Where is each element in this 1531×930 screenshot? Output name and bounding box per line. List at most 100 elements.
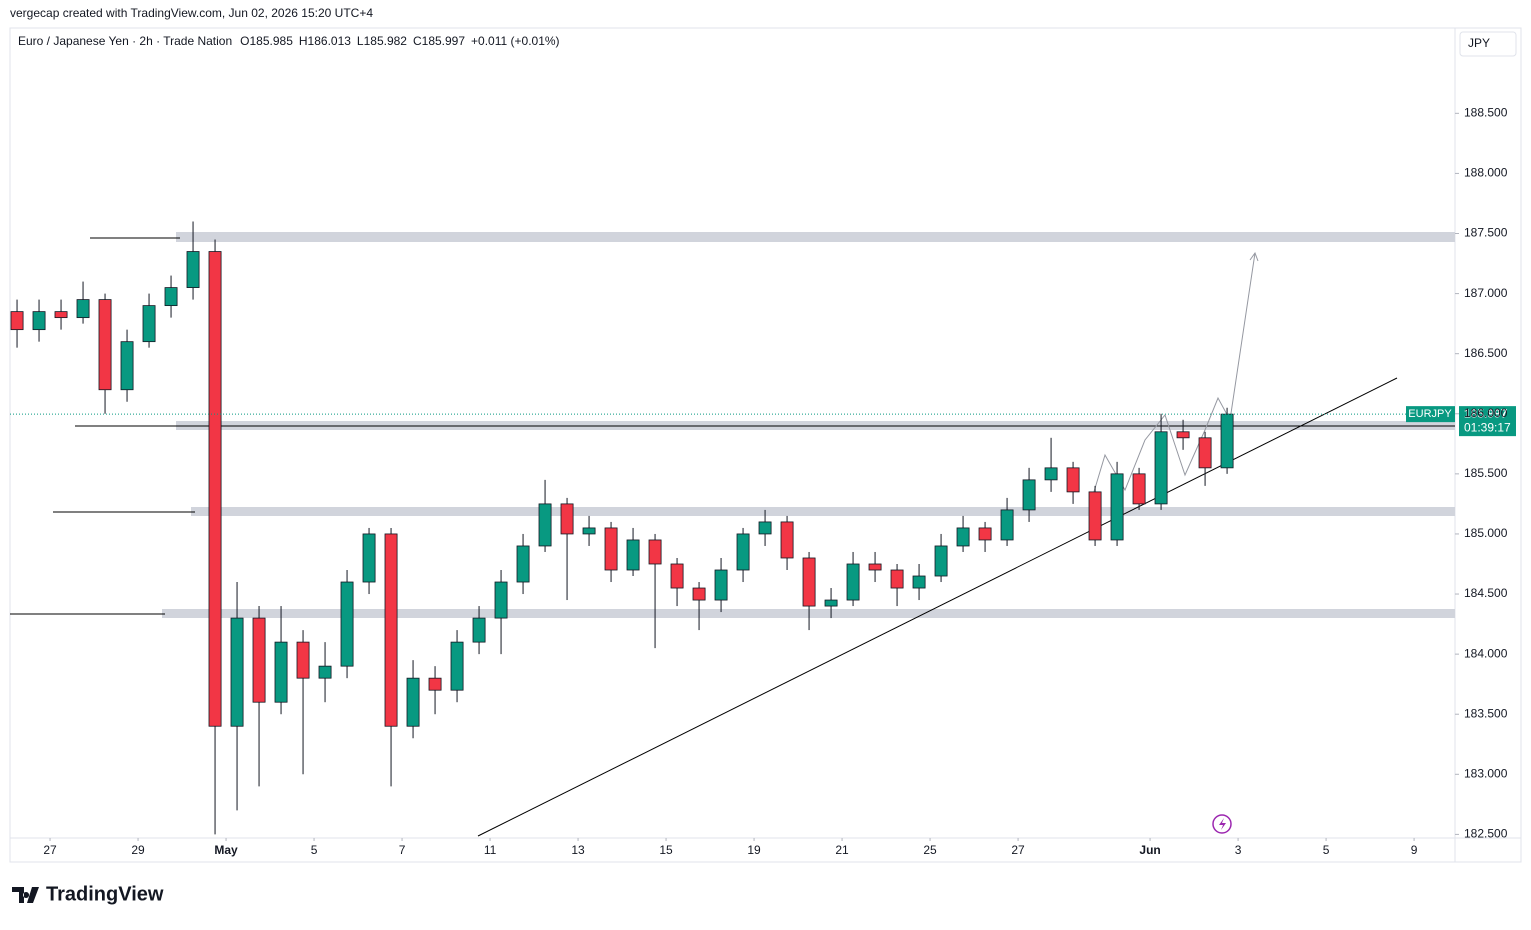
- candle-body: [714, 569, 728, 601]
- events-icon[interactable]: [1212, 814, 1232, 834]
- x-tick-label: 25: [923, 843, 937, 857]
- y-tick-label: 185.500: [1464, 466, 1508, 480]
- candle-body: [692, 587, 706, 601]
- candle-body: [406, 677, 420, 727]
- logo-text: TradingView: [46, 883, 164, 905]
- candle-body: [472, 617, 486, 643]
- candle-body: [296, 641, 310, 679]
- x-tick-label: 21: [835, 843, 849, 857]
- candle-body: [186, 251, 200, 288]
- candle-body: [1044, 467, 1058, 481]
- candle-body: [98, 299, 112, 391]
- credit: vergecap created with TradingView.com, J…: [10, 6, 373, 20]
- candle-body: [824, 599, 838, 607]
- symbol-legend: Euro / Japanese Yen · 2h · Trade Nation …: [18, 34, 560, 48]
- candle-body: [1066, 467, 1080, 493]
- ohlc-value: +0.011 (+0.01%): [471, 34, 560, 48]
- candle-body: [736, 533, 750, 571]
- candle-body: [1176, 431, 1190, 439]
- x-tick-label: 27: [1011, 843, 1025, 857]
- candle-body: [120, 341, 134, 391]
- candle-body: [142, 305, 156, 343]
- currency: JPY: [1468, 36, 1490, 50]
- candle-body: [54, 311, 68, 319]
- last-price: 185.997: [1464, 406, 1508, 420]
- candle-body: [934, 545, 948, 577]
- x-tick-label: 15: [659, 843, 673, 857]
- candle-body: [538, 503, 552, 547]
- symbol: Euro / Japanese Yen · 2h · Trade Nation: [18, 34, 232, 48]
- candle-body: [670, 563, 684, 589]
- x-tick-label: 5: [311, 843, 318, 857]
- y-tick-label: 187.500: [1464, 226, 1508, 240]
- x-tick-label: 7: [399, 843, 406, 857]
- candle-body: [1198, 437, 1212, 469]
- x-tick-label: 9: [1411, 843, 1418, 857]
- candle-body: [1088, 491, 1102, 541]
- candle-body: [1154, 431, 1168, 505]
- candle-body: [76, 299, 90, 319]
- ohlc-value: O185.985: [240, 34, 293, 48]
- ticker: EURJPY: [1408, 408, 1452, 420]
- events-bolt: [1219, 818, 1226, 830]
- ohlc-value: H186.013: [299, 34, 351, 48]
- candle-body: [164, 287, 178, 307]
- x-tick-label: 5: [1323, 843, 1330, 857]
- candle-body: [648, 539, 662, 565]
- candle-body: [340, 581, 354, 667]
- frame: [9, 27, 1522, 863]
- x-tick-label: 13: [571, 843, 585, 857]
- candle-body: [1220, 413, 1234, 469]
- zone: [191, 507, 1455, 516]
- countdown: 01:39:17: [1464, 420, 1511, 434]
- candle-body: [450, 641, 464, 691]
- ticker-box: [1406, 406, 1455, 423]
- y-tick-label: 186.000: [1464, 406, 1508, 420]
- candle-body: [626, 539, 640, 571]
- candle-body: [10, 311, 24, 331]
- zone: [162, 609, 1455, 618]
- candle-body: [274, 641, 288, 703]
- candle-body: [384, 533, 398, 727]
- y-tick-label: 183.000: [1464, 766, 1508, 780]
- candle-body: [1110, 473, 1124, 541]
- candle-body: [1132, 473, 1146, 505]
- candle-body: [230, 617, 244, 727]
- y-tick-label: 188.500: [1464, 105, 1508, 119]
- candle-body: [956, 527, 970, 547]
- logo-mark: [12, 887, 39, 903]
- x-tick-label: 29: [131, 843, 145, 857]
- candle-body: [560, 503, 574, 535]
- x-tick-label: May: [214, 843, 238, 857]
- y-tick-label: 188.000: [1464, 166, 1508, 180]
- candles: [10, 221, 1234, 835]
- y-tick-label: 182.500: [1464, 827, 1508, 841]
- candle-body: [1022, 479, 1036, 511]
- currency-box[interactable]: [1459, 31, 1517, 57]
- candle-body: [1000, 509, 1014, 541]
- x-tick-label: 19: [747, 843, 761, 857]
- ohlc-value: C185.997: [413, 34, 465, 48]
- trendline: [477, 377, 1398, 837]
- candle-body: [846, 563, 860, 601]
- candle-body: [428, 677, 442, 691]
- y-tick-label: 185.000: [1464, 526, 1508, 540]
- x-tick-label: 11: [484, 843, 497, 857]
- candle-body: [978, 527, 992, 541]
- logo: TradingView: [12, 883, 164, 905]
- x-tick-label: 3: [1235, 843, 1242, 857]
- last-price-box: [1459, 406, 1516, 437]
- candle-body: [516, 545, 530, 583]
- candle-body: [362, 533, 376, 583]
- candle-body: [912, 575, 926, 589]
- candle-body: [604, 527, 618, 571]
- candle-body: [890, 569, 904, 589]
- candle-body: [318, 665, 332, 679]
- candle-body: [780, 521, 794, 559]
- candle-body: [32, 311, 46, 331]
- candle-body: [868, 563, 882, 571]
- y-tick-label: 184.500: [1464, 586, 1508, 600]
- ohlc-value: L185.982: [357, 34, 407, 48]
- candle-body: [802, 557, 816, 607]
